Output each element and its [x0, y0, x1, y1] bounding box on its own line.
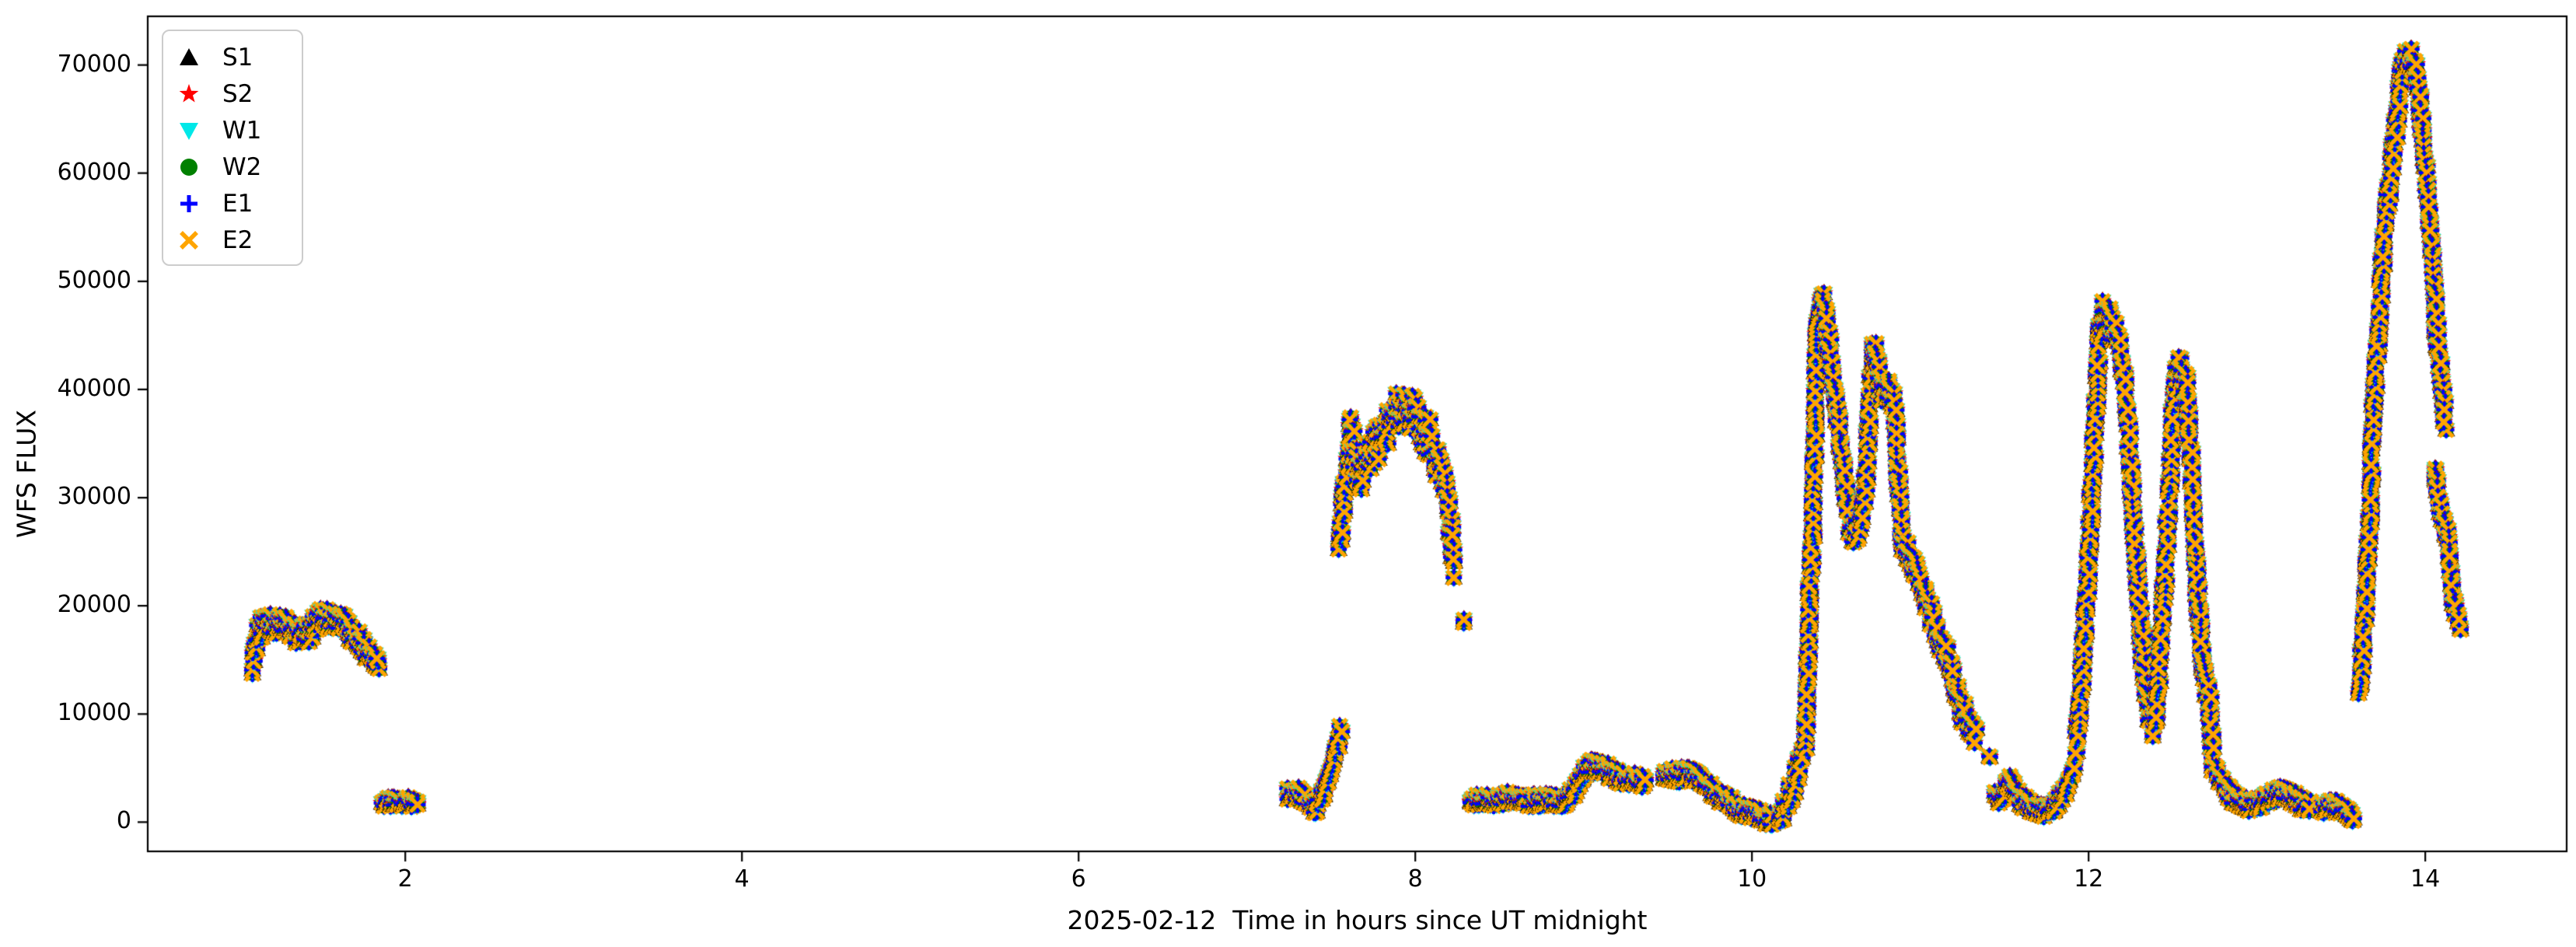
- legend-item-label: E1: [222, 189, 253, 218]
- x-tick-label: 4: [734, 865, 750, 893]
- x-tick-label: 8: [1407, 865, 1423, 893]
- legend-item-e1: E1: [163, 185, 302, 222]
- legend-item-s1: S1: [163, 39, 302, 75]
- legend-item-w1: W1: [163, 112, 302, 149]
- x-tick-label: 12: [2074, 865, 2104, 893]
- legend-marker-circle-icon: [180, 158, 197, 176]
- legend-item-label: E2: [222, 225, 253, 254]
- x-tick-label: 10: [1737, 865, 1767, 893]
- legend-item-s2: S2: [163, 75, 302, 112]
- y-tick-label: 20000: [57, 591, 131, 619]
- y-tick-label: 0: [116, 807, 131, 835]
- legend-marker-triangle-down-icon: [180, 122, 198, 140]
- x-axis-label: 2025-02-12 Time in hours since UT midnig…: [1067, 905, 1648, 935]
- legend-item-label: W2: [222, 152, 262, 181]
- legend: S1 S2 W1 W2 E1 E2: [162, 30, 303, 266]
- legend-item-e2: E2: [163, 222, 302, 258]
- legend-marker-x-icon: [180, 230, 198, 250]
- legend-item-label: S1: [222, 43, 253, 72]
- legend-marker-star-icon: [179, 83, 199, 103]
- x-tick-label: 14: [2410, 865, 2441, 893]
- legend-item-label: W1: [222, 116, 262, 145]
- legend-marker-plus-icon: [180, 194, 197, 212]
- x-tick-label: 2: [397, 865, 413, 893]
- legend-item-label: S2: [222, 79, 253, 108]
- y-tick-label: 40000: [57, 374, 131, 402]
- y-tick-label: 60000: [57, 158, 131, 186]
- x-tick-label: 6: [1071, 865, 1086, 893]
- y-tick-label: 10000: [57, 699, 131, 727]
- legend-item-w2: W2: [163, 149, 302, 185]
- y-tick-label: 50000: [57, 266, 131, 294]
- legend-marker-triangle-up-icon: [180, 47, 198, 65]
- y-tick-label: 30000: [57, 483, 131, 511]
- y-tick-label: 70000: [57, 50, 131, 78]
